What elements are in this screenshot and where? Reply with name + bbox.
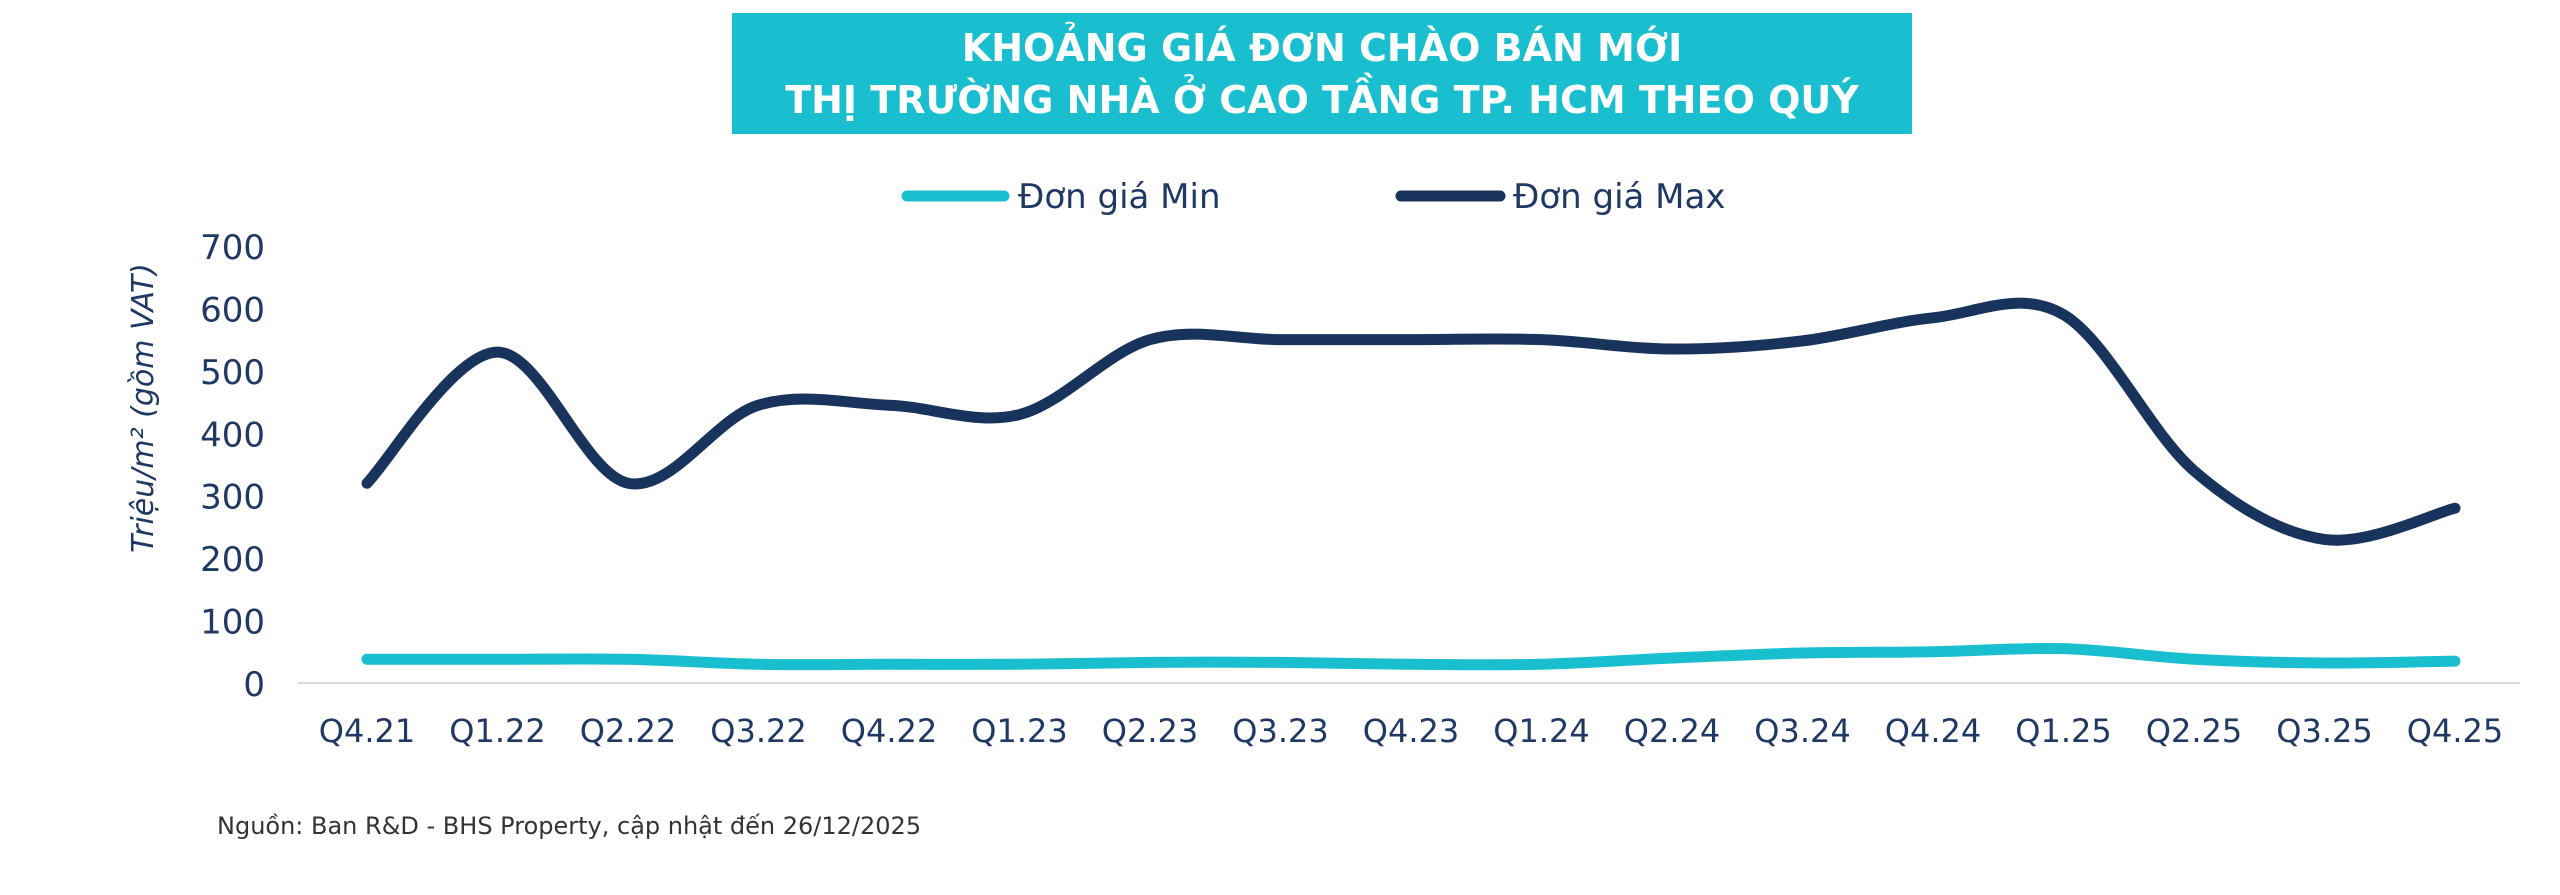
y-tick-label: 300 (200, 478, 265, 518)
x-tick-label: Q1.23 (971, 712, 1067, 750)
x-tick-label: Q4.21 (319, 712, 415, 750)
x-tick-label: Q1.25 (2015, 712, 2111, 750)
x-tick-label: Q3.25 (2276, 712, 2372, 750)
legend-label: Đơn giá Min (1018, 177, 1221, 217)
x-tick-label: Q3.24 (1754, 712, 1850, 750)
chart-title-line1: KHOẢNG GIÁ ĐƠN CHÀO BÁN MỚI (961, 25, 1683, 70)
series-line-min (361, 642, 2461, 671)
y-tick-label: 400 (200, 415, 265, 455)
x-tick-label: Q2.25 (2146, 712, 2242, 750)
x-tick-label: Q3.23 (1232, 712, 1328, 750)
y-tick-label: 0 (243, 665, 265, 705)
x-tick-label: Q4.23 (1363, 712, 1459, 750)
series-group (361, 297, 2461, 671)
chart-title-line2: THỊ TRƯỜNG NHÀ Ở CAO TẦNG TP. HCM THEO Q… (785, 77, 1859, 122)
y-axis-label: Triệu/m² (gồm VAT) (126, 263, 161, 553)
y-tick-label: 100 (200, 603, 265, 643)
x-tick-label: Q2.23 (1102, 712, 1198, 750)
series-line-max (361, 297, 2461, 546)
x-tick-label: Q4.22 (841, 712, 937, 750)
y-tick-label: 500 (200, 353, 265, 393)
x-tick-label: Q3.22 (710, 712, 806, 750)
y-axis: 0 100 200 300 400 500 600 700 Triệu/m² (gồm VAT) (126, 228, 265, 705)
x-tick-label: Q4.24 (1885, 712, 1981, 750)
legend: Đơn giá Min Đơn giá Max (901, 177, 1725, 217)
x-axis: Q4.21 Q1.22 Q2.22 Q3.22 Q4.22 Q1.23 Q2.23 Q3.23… (298, 682, 2520, 750)
x-tick-label: Q1.22 (449, 712, 545, 750)
source-note: Nguồn: Ban R&D - BHS Property, cập nhật … (217, 812, 922, 840)
y-tick-label: 700 (200, 228, 265, 268)
y-tick-label: 200 (200, 540, 265, 580)
chart-title-box: KHOẢNG GIÁ ĐƠN CHÀO BÁN MỚI THỊ TRƯỜNG N… (732, 13, 1912, 134)
x-tick-label: Q2.24 (1624, 712, 1720, 750)
x-tick-label: Q1.24 (1493, 712, 1589, 750)
y-tick-label: 600 (200, 290, 265, 330)
x-tick-label: Q4.25 (2407, 712, 2503, 750)
legend-label: Đơn giá Max (1513, 177, 1725, 217)
x-tick-label: Q2.22 (580, 712, 676, 750)
